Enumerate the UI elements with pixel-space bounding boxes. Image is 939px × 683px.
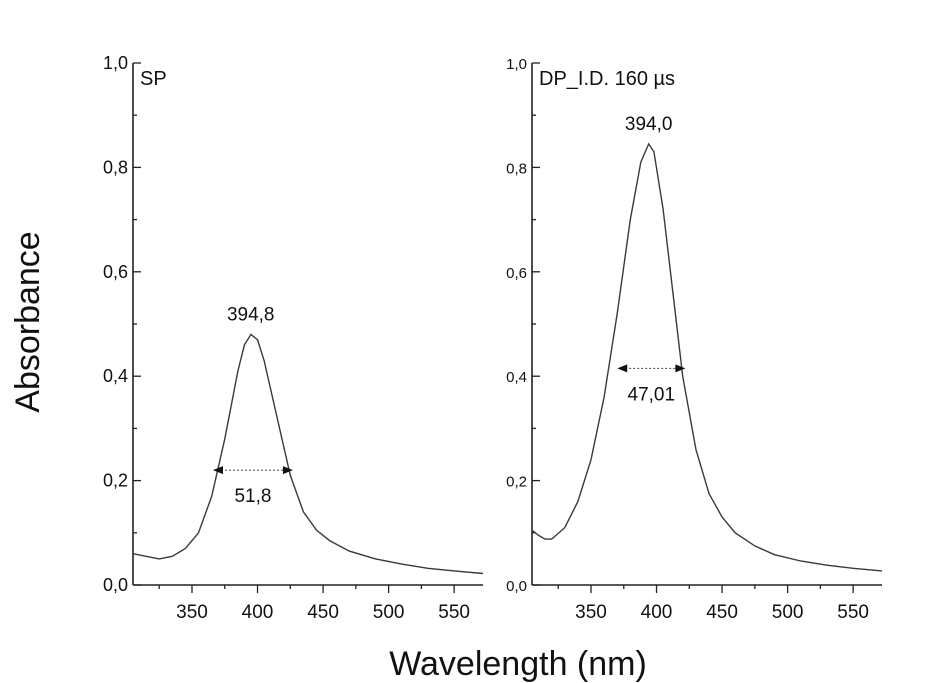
spectrum-line xyxy=(132,333,484,575)
peak-label: 394,8 xyxy=(227,304,275,325)
x-tick-label: 400 xyxy=(641,602,673,623)
peak-label: 394,0 xyxy=(625,114,673,135)
fwhm-label: 47,01 xyxy=(628,384,676,405)
x-tick-label: 400 xyxy=(242,602,274,623)
panel-dp: 0,0 0,2 0,4 0,6 0,8 1,0 350 400 450 500 550 DP_I.D.… xyxy=(506,56,883,623)
y-tick-label: 0,2 xyxy=(103,471,128,491)
x-tick-label: 350 xyxy=(176,602,208,623)
panel-title: SP xyxy=(140,68,167,90)
panel-title: DP_I.D. 160 µs xyxy=(539,68,675,90)
y-tick-label: 0,2 xyxy=(506,474,527,491)
fwhm-arrow-left xyxy=(617,364,628,373)
y-tick-label: 0,6 xyxy=(506,265,527,282)
y-tick-label: 1,0 xyxy=(506,56,527,73)
panel-sp: 0,0 0,2 0,4 0,6 0,8 1,0 350 400 450 500 550 SP 394,8… xyxy=(103,53,484,623)
y-axis-label: Absorbance xyxy=(9,231,47,412)
fwhm-arrow-left xyxy=(212,466,223,475)
x-tick-label: 550 xyxy=(438,602,470,623)
x-tick-label: 500 xyxy=(373,602,405,623)
x-tick-label: 350 xyxy=(575,602,607,623)
y-tick-label: 0,4 xyxy=(506,369,527,386)
fwhm-arrow-right xyxy=(282,466,293,475)
x-tick-label: 500 xyxy=(772,602,804,623)
spectrum-line xyxy=(531,142,883,572)
y-tick-label: 0,6 xyxy=(103,262,128,282)
y-tick-label: 0,0 xyxy=(506,578,527,595)
x-tick-label: 450 xyxy=(307,602,339,623)
fwhm-arrow-right xyxy=(675,364,686,373)
y-tick-label: 0,8 xyxy=(506,160,527,177)
fwhm-label: 51,8 xyxy=(234,486,271,507)
y-tick-label: 0,8 xyxy=(103,157,128,177)
y-tick-label: 0,0 xyxy=(103,575,128,595)
y-tick-label: 0,4 xyxy=(103,366,128,386)
x-tick-label: 550 xyxy=(837,602,869,623)
y-tick-label: 1,0 xyxy=(103,53,128,73)
x-tick-label: 450 xyxy=(706,602,738,623)
x-axis-label: Wavelength (nm) xyxy=(389,645,647,683)
